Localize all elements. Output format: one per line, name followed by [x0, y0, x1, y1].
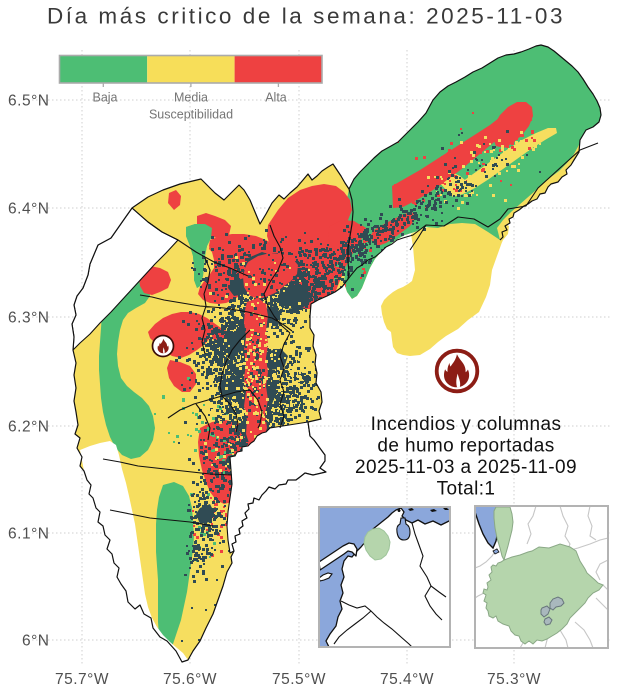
svg-text:de humo reportadas: de humo reportadas [377, 436, 554, 457]
svg-text:6.4°N: 6.4°N [8, 201, 49, 218]
svg-text:75.6°W: 75.6°W [163, 671, 217, 688]
svg-text:Incendios y columnas: Incendios y columnas [371, 414, 562, 435]
svg-text:Susceptibilidad: Susceptibilidad [149, 108, 233, 122]
svg-text:Día más critico de la semana:: Día más critico de la semana: 2025-11-03 [47, 4, 565, 29]
svg-text:Baja: Baja [92, 91, 117, 105]
svg-text:6.5°N: 6.5°N [8, 93, 49, 110]
svg-text:75.3°W: 75.3°W [487, 671, 541, 688]
svg-text:2025-11-03 a 2025-11-09: 2025-11-03 a 2025-11-09 [355, 457, 577, 478]
svg-text:75.5°W: 75.5°W [272, 671, 326, 688]
svg-text:6.1°N: 6.1°N [8, 526, 49, 543]
svg-text:75.4°W: 75.4°W [380, 671, 434, 688]
svg-text:6°N: 6°N [22, 633, 50, 650]
svg-text:75.7°W: 75.7°W [55, 671, 109, 688]
svg-text:Media: Media [174, 91, 208, 105]
svg-text:Total:1: Total:1 [437, 479, 496, 500]
svg-text:6.3°N: 6.3°N [8, 310, 49, 327]
svg-text:6.2°N: 6.2°N [8, 419, 49, 436]
svg-text:Alta: Alta [265, 91, 287, 105]
